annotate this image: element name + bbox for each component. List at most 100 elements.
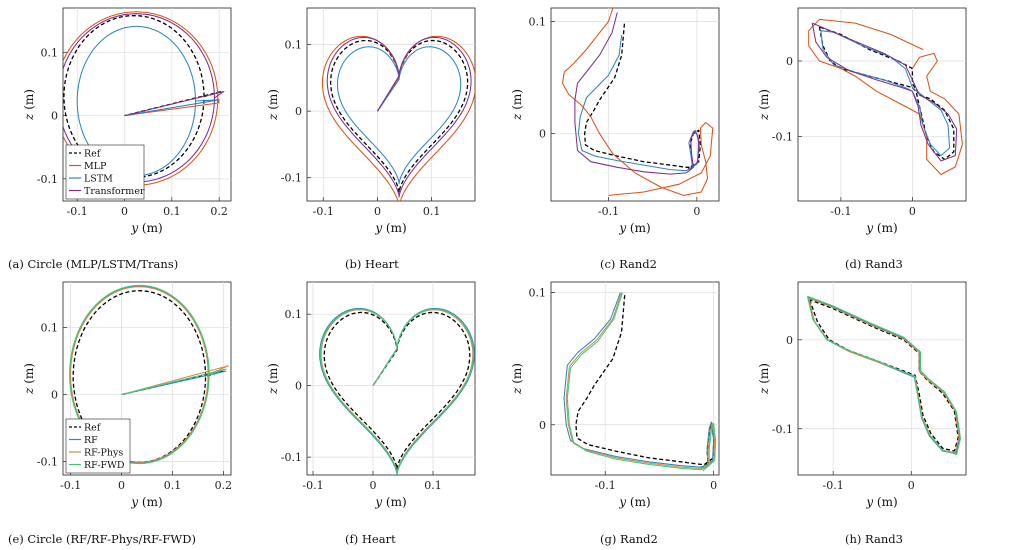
x-tick-label: -0.1 bbox=[302, 479, 323, 492]
plot-frame bbox=[550, 281, 720, 476]
x-tick-label: 0.1 bbox=[164, 479, 182, 492]
y-tick-label: 0.1 bbox=[285, 308, 303, 321]
x-tick-label: 0 bbox=[909, 205, 916, 218]
x-axis-label: y (m) bbox=[618, 221, 650, 235]
plot-frame bbox=[797, 7, 967, 202]
series-line-mlp bbox=[561, 8, 714, 196]
y-tick-label: -0.1 bbox=[37, 456, 58, 469]
x-tick-label: -0.1 bbox=[313, 205, 334, 218]
panel-caption: (g) Rand2 bbox=[600, 532, 658, 546]
series-line-rf-fwd bbox=[566, 292, 717, 472]
series-line-rf-fwd bbox=[69, 284, 227, 465]
y-tick-label: 0 bbox=[51, 110, 58, 123]
x-tick-label: -0.1 bbox=[823, 479, 844, 492]
x-axis-label: y (m) bbox=[865, 221, 897, 235]
x-tick-label: 0 bbox=[693, 205, 700, 218]
legend-label: Transformer bbox=[84, 186, 145, 197]
series-line-ref bbox=[72, 290, 225, 463]
y-tick-label: -0.1 bbox=[772, 423, 793, 436]
y-tick-label: 0.1 bbox=[41, 322, 59, 335]
x-axis-label: y (m) bbox=[618, 495, 650, 509]
x-tick-label: 0 bbox=[374, 205, 381, 218]
series-line-rf-phys bbox=[70, 286, 230, 463]
x-tick-label: -0.1 bbox=[830, 205, 851, 218]
y-tick-label: 0.1 bbox=[529, 287, 547, 300]
y-tick-label: -0.1 bbox=[281, 451, 302, 464]
chart-panel-h: -0.1 0 -0.1 0 y (m) z (m) (h) Rand3 bbox=[757, 281, 967, 546]
series-line-rf bbox=[563, 292, 715, 469]
y-tick-label: 0 bbox=[539, 419, 546, 432]
y-axis-label: z (m) bbox=[510, 363, 524, 395]
x-tick-label: -0.1 bbox=[60, 479, 81, 492]
x-tick-label: -0.1 bbox=[67, 205, 88, 218]
x-axis-label: y (m) bbox=[130, 221, 162, 235]
series-line-transformer bbox=[63, 13, 225, 183]
series-line-ref bbox=[329, 39, 469, 194]
series-line-mlp bbox=[321, 35, 475, 201]
series-line-ref bbox=[575, 295, 715, 467]
x-tick-label: 0.1 bbox=[424, 479, 442, 492]
chart-panel-b: -0.1 0 0.1 -0.1 0 0.1 y (m) z (m) (b) Heart bbox=[266, 7, 476, 271]
panel-caption: (c) Rand2 bbox=[600, 257, 657, 271]
series-line-ref bbox=[63, 14, 223, 179]
y-tick-label: 0.1 bbox=[41, 46, 59, 59]
series-line-rf-phys bbox=[808, 297, 960, 454]
x-tick-label: 0 bbox=[118, 479, 125, 492]
x-axis-label: y (m) bbox=[374, 221, 406, 235]
y-tick-label: 0 bbox=[786, 55, 793, 68]
chart-panel-c: -0.1 0 0 0.1 y (m) z (m) (c) Rand2 bbox=[510, 7, 720, 271]
legend-label: MLP bbox=[84, 161, 107, 172]
chart-panel-f: -0.1 0 0.1 -0.1 0 0.1 y (m) z (m) (f) Heart bbox=[266, 281, 476, 546]
series-line-lstm bbox=[820, 30, 951, 157]
x-axis-label: y (m) bbox=[865, 495, 897, 509]
x-tick-label: 0 bbox=[121, 205, 128, 218]
x-tick-label: -0.1 bbox=[598, 205, 619, 218]
series-line-ref bbox=[809, 299, 959, 452]
x-tick-label: 0.1 bbox=[163, 205, 181, 218]
legend-label: RF-Phys bbox=[84, 448, 123, 459]
series-line-transformer bbox=[811, 22, 958, 162]
series-line-transformer bbox=[574, 12, 700, 175]
y-axis-label: z (m) bbox=[757, 363, 771, 395]
y-tick-label: -0.1 bbox=[37, 173, 58, 186]
chart-panel-g: -0.1 0 0 0.1 y (m) z (m) (g) Rand2 bbox=[510, 281, 720, 546]
series-line-rf bbox=[319, 307, 475, 475]
y-axis-label: z (m) bbox=[266, 363, 280, 395]
x-axis-label: y (m) bbox=[130, 495, 162, 509]
panel-caption: (a) Circle (MLP/LSTM/Trans) bbox=[8, 257, 178, 271]
y-tick-label: -0.1 bbox=[281, 172, 302, 185]
y-tick-label: 0 bbox=[786, 334, 793, 347]
series-line-rf-fwd bbox=[319, 308, 475, 475]
y-axis-label: z (m) bbox=[757, 89, 771, 121]
legend-label: RF-FWD bbox=[84, 460, 125, 471]
x-tick-label: 0 bbox=[710, 479, 717, 492]
series-line-rf-fwd bbox=[806, 295, 962, 456]
panel-caption: (d) Rand3 bbox=[845, 257, 903, 271]
y-axis-label: z (m) bbox=[510, 89, 524, 121]
legend-label: Ref bbox=[84, 423, 102, 434]
panel-caption: (b) Heart bbox=[345, 257, 399, 271]
y-axis-label: z (m) bbox=[266, 89, 280, 121]
y-axis-label: z (m) bbox=[22, 89, 36, 121]
legend-label: RF bbox=[84, 435, 98, 446]
legend-label: LSTM bbox=[84, 174, 113, 185]
plot-frame bbox=[306, 281, 476, 476]
series-line-rf-phys bbox=[565, 292, 716, 471]
plot-frame bbox=[550, 7, 720, 202]
legend-label: Ref bbox=[84, 149, 102, 160]
y-tick-label: 0.1 bbox=[285, 39, 303, 52]
y-tick-label: 0.1 bbox=[529, 15, 547, 28]
series-line-transformer bbox=[326, 36, 472, 198]
panel-caption: (f) Heart bbox=[345, 532, 396, 546]
x-axis-label: y (m) bbox=[374, 495, 406, 509]
y-tick-label: 0 bbox=[51, 389, 58, 402]
series-line-mlp bbox=[63, 11, 220, 186]
series-line-lstm bbox=[76, 25, 220, 177]
y-tick-label: 0 bbox=[295, 380, 302, 393]
x-tick-label: 0 bbox=[908, 479, 915, 492]
chart-panel-d: -0.1 0 -0.1 0 y (m) z (m) (d) Rand3 bbox=[757, 7, 967, 271]
panel-caption: (h) Rand3 bbox=[845, 532, 903, 546]
